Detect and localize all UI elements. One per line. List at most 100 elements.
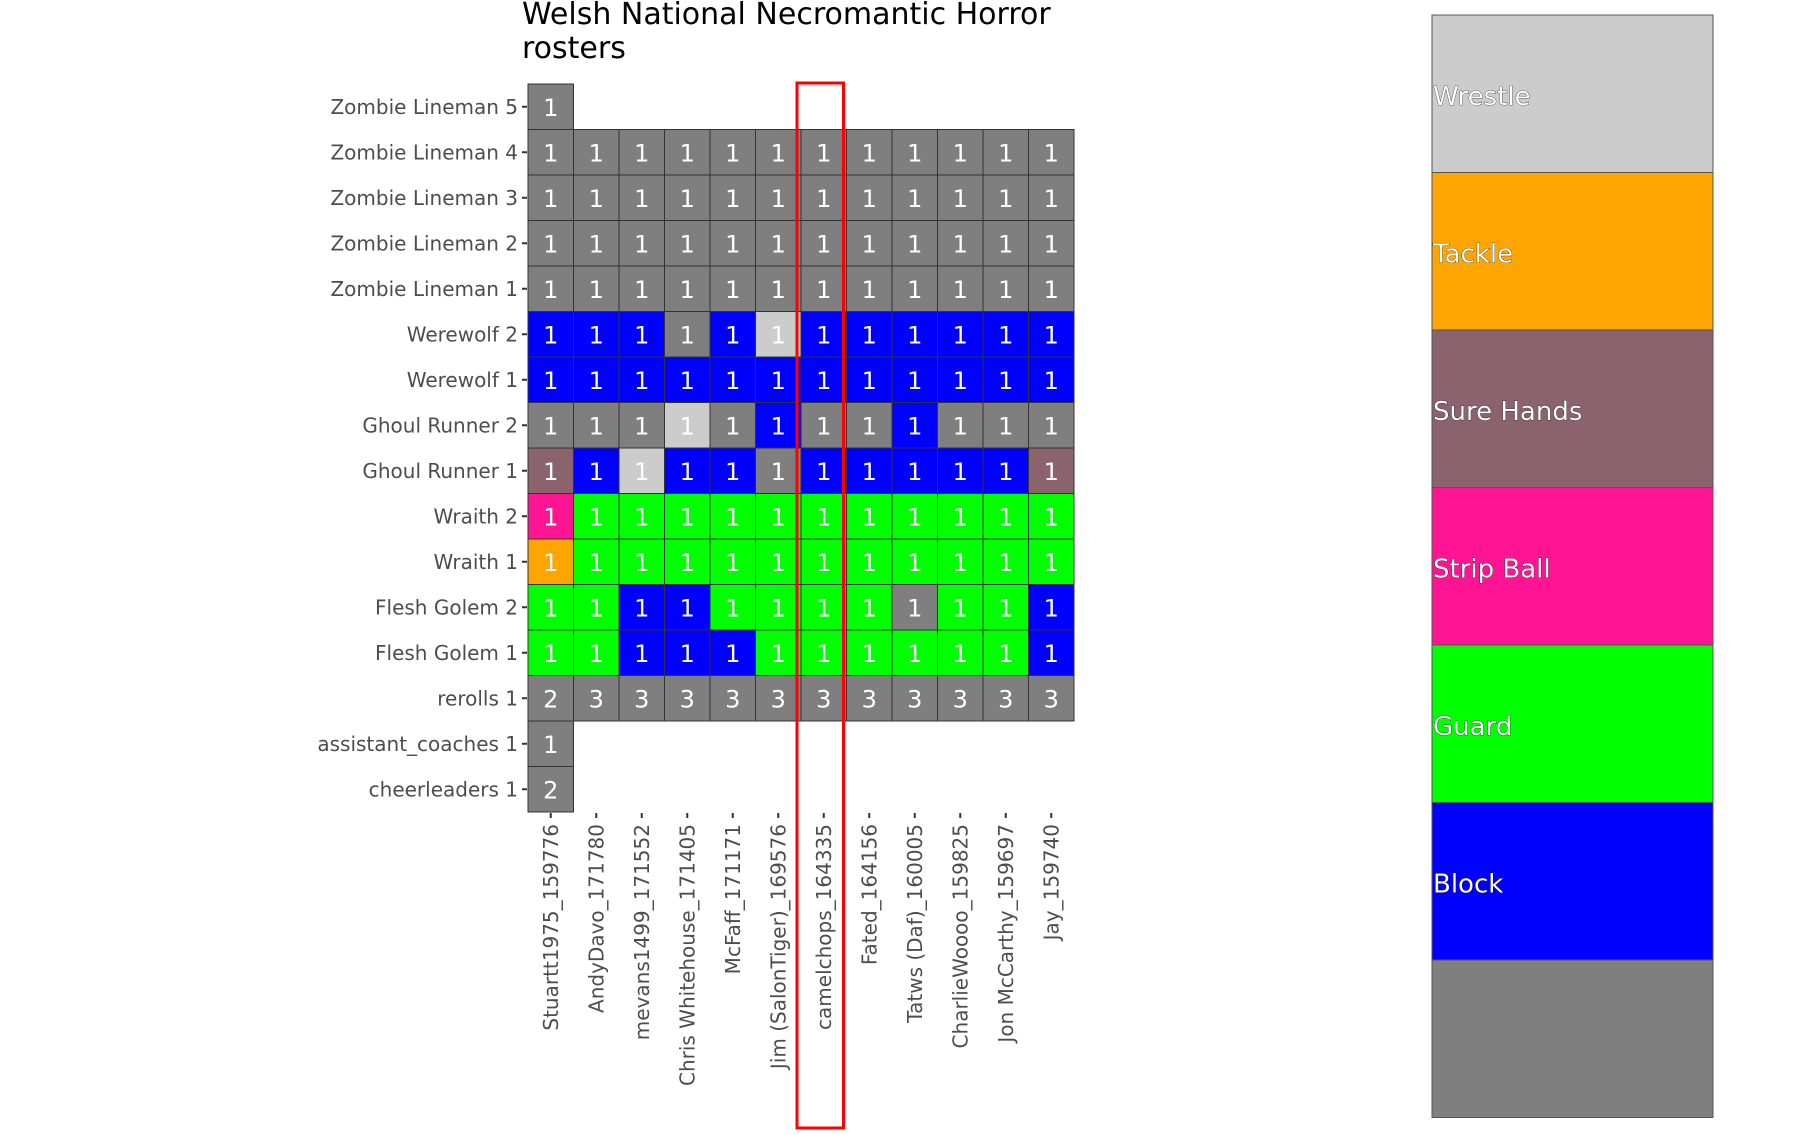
heatmap-cell (664, 402, 711, 449)
y-axis-labels: Zombie Lineman 5 Zombie Lineman 4 Zombie L… (317, 95, 527, 801)
heatmap-cell (891, 265, 938, 312)
heatmap-cell (527, 538, 574, 585)
heatmap-cell (846, 356, 893, 403)
cell-value: 1 (725, 640, 740, 668)
cell-value: 1 (634, 367, 649, 395)
cell-value: 2 (543, 685, 558, 713)
cell-value: 1 (771, 276, 786, 304)
heatmap-cell (755, 584, 802, 631)
cell-value: 1 (725, 549, 740, 577)
cell-value: 1 (725, 321, 740, 349)
heatmap-cell (527, 493, 574, 540)
heatmap-cell (982, 493, 1029, 540)
cell-value: 1 (589, 503, 604, 531)
cell-value: 1 (1044, 185, 1059, 213)
heatmap-cell (664, 447, 711, 494)
cell-value: 1 (680, 230, 695, 258)
heatmap-cell (527, 766, 574, 813)
heatmap-cell (527, 720, 574, 767)
cell-value: 1 (953, 230, 968, 258)
heatmap-cell (937, 174, 984, 221)
heatmap-cell (618, 174, 665, 221)
heatmap-cell (664, 311, 711, 358)
cell-value: 1 (1044, 139, 1059, 167)
y-tick-label: assistant_coaches 1 (317, 732, 518, 756)
cell-value: 1 (680, 640, 695, 668)
cell-value: 1 (543, 458, 558, 486)
cell-value: 1 (543, 139, 558, 167)
cell-value: 1 (771, 139, 786, 167)
cell-value: 1 (862, 139, 877, 167)
cell-value: 3 (862, 685, 877, 713)
heatmap-cell (846, 174, 893, 221)
cell-value: 3 (907, 685, 922, 713)
x-tick-label: Tatws (Daf)_160005 (903, 824, 927, 1024)
heatmap-cell (800, 538, 847, 585)
cell-value: 1 (725, 185, 740, 213)
heatmap-cell (618, 538, 665, 585)
heatmap-cell (618, 402, 665, 449)
heatmap-cell (573, 629, 620, 676)
cell-value: 1 (953, 321, 968, 349)
cell-value: 1 (862, 412, 877, 440)
cell-value: 1 (862, 321, 877, 349)
cell-value: 1 (771, 367, 786, 395)
heatmap-cell (982, 356, 1029, 403)
heatmap-cell (937, 675, 984, 722)
cell-value: 1 (862, 185, 877, 213)
cell-value: 1 (1044, 412, 1059, 440)
x-tick-label: CharlieWoooo_159825 (948, 824, 972, 1048)
cell-value: 1 (725, 458, 740, 486)
x-tick-label: mevans1499_171552 (630, 824, 654, 1040)
x-tick-label: Jim (SalonTiger)_169576 (766, 824, 790, 1071)
cell-value: 1 (680, 276, 695, 304)
cell-value: 1 (907, 549, 922, 577)
y-tick-label: Wraith 1 (433, 550, 518, 574)
cell-value: 1 (680, 367, 695, 395)
cell-value: 1 (816, 640, 831, 668)
cell-value: 1 (816, 367, 831, 395)
cell-value: 1 (998, 321, 1013, 349)
heatmap-cell (846, 493, 893, 540)
heatmap-cell (982, 402, 1029, 449)
cell-value: 1 (634, 139, 649, 167)
cell-value: 1 (862, 458, 877, 486)
heatmap-cell (573, 220, 620, 267)
heatmap-cell (527, 584, 574, 631)
heatmap-cell (709, 174, 756, 221)
cell-value: 1 (998, 185, 1013, 213)
cell-value: 1 (907, 367, 922, 395)
heatmap-cell (982, 265, 1029, 312)
heatmap-cell (937, 538, 984, 585)
y-tick-label: Zombie Lineman 5 (330, 95, 518, 119)
heatmap-cell (846, 675, 893, 722)
cell-value: 2 (543, 776, 558, 804)
cell-value: 1 (634, 276, 649, 304)
cell-value: 1 (998, 412, 1013, 440)
y-tick-label: Zombie Lineman 4 (330, 140, 518, 164)
x-tick-label: camelchops_164335 (812, 824, 836, 1030)
cell-value: 1 (771, 458, 786, 486)
cell-value: 1 (543, 367, 558, 395)
heatmap-cell (1028, 311, 1075, 358)
heatmap-cell (1028, 675, 1075, 722)
heatmap-cell (573, 493, 620, 540)
cell-value: 1 (543, 549, 558, 577)
cell-value: 1 (543, 185, 558, 213)
heatmap-cell (573, 584, 620, 631)
cell-value: 1 (816, 594, 831, 622)
cell-value: 3 (634, 685, 649, 713)
heatmap-cell (618, 356, 665, 403)
cell-value: 1 (998, 276, 1013, 304)
cell-value: 1 (543, 731, 558, 759)
legend-label: Tackle (1432, 240, 1513, 270)
heatmap-cells: 1 1 1 1 1 1 1 1 1 1 1 1 1 1 1 1 1 1 1 1 1 1 1 1 1 1 1 1 1 1 1 1 1 1 1 1 1 1 1 1… (527, 83, 1075, 813)
cell-value: 1 (589, 458, 604, 486)
heatmap-cell (891, 402, 938, 449)
cell-value: 1 (816, 230, 831, 258)
y-tick-label: cheerleaders 1 (369, 777, 518, 801)
y-tick-label: Werewolf 1 (407, 368, 518, 392)
legend-label: Guard (1433, 712, 1512, 742)
cell-value: 1 (634, 321, 649, 349)
